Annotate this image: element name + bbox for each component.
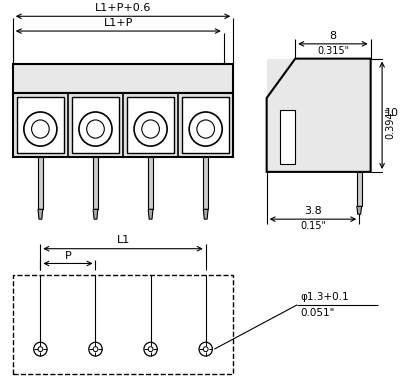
Bar <box>93 157 98 209</box>
Text: P: P <box>64 251 71 261</box>
Polygon shape <box>38 209 43 219</box>
Text: 8: 8 <box>330 31 336 41</box>
Polygon shape <box>357 207 362 214</box>
Polygon shape <box>203 209 208 219</box>
Bar <box>17 97 64 153</box>
Bar <box>13 275 233 374</box>
Bar <box>203 157 208 209</box>
Bar <box>38 157 43 209</box>
Bar <box>13 64 233 93</box>
Polygon shape <box>93 209 98 219</box>
Text: 3.8: 3.8 <box>304 206 322 216</box>
Polygon shape <box>267 59 371 172</box>
Text: L1: L1 <box>116 235 130 245</box>
Text: 0.315": 0.315" <box>317 46 349 56</box>
Bar <box>280 110 295 164</box>
Polygon shape <box>148 209 153 219</box>
Text: 0.394": 0.394" <box>385 107 395 139</box>
Text: 0.051": 0.051" <box>300 308 334 318</box>
Text: L1+P: L1+P <box>104 18 133 28</box>
Bar <box>267 59 371 172</box>
Bar <box>357 172 362 207</box>
Bar <box>182 97 230 153</box>
Text: 0.15": 0.15" <box>300 221 326 231</box>
Bar <box>72 97 119 153</box>
Text: L1+P+0.6: L1+P+0.6 <box>95 3 151 14</box>
Text: φ1.3+0.1: φ1.3+0.1 <box>300 292 349 302</box>
Text: 10: 10 <box>385 108 399 118</box>
Bar <box>148 157 153 209</box>
Bar <box>127 97 174 153</box>
Bar <box>13 93 233 157</box>
